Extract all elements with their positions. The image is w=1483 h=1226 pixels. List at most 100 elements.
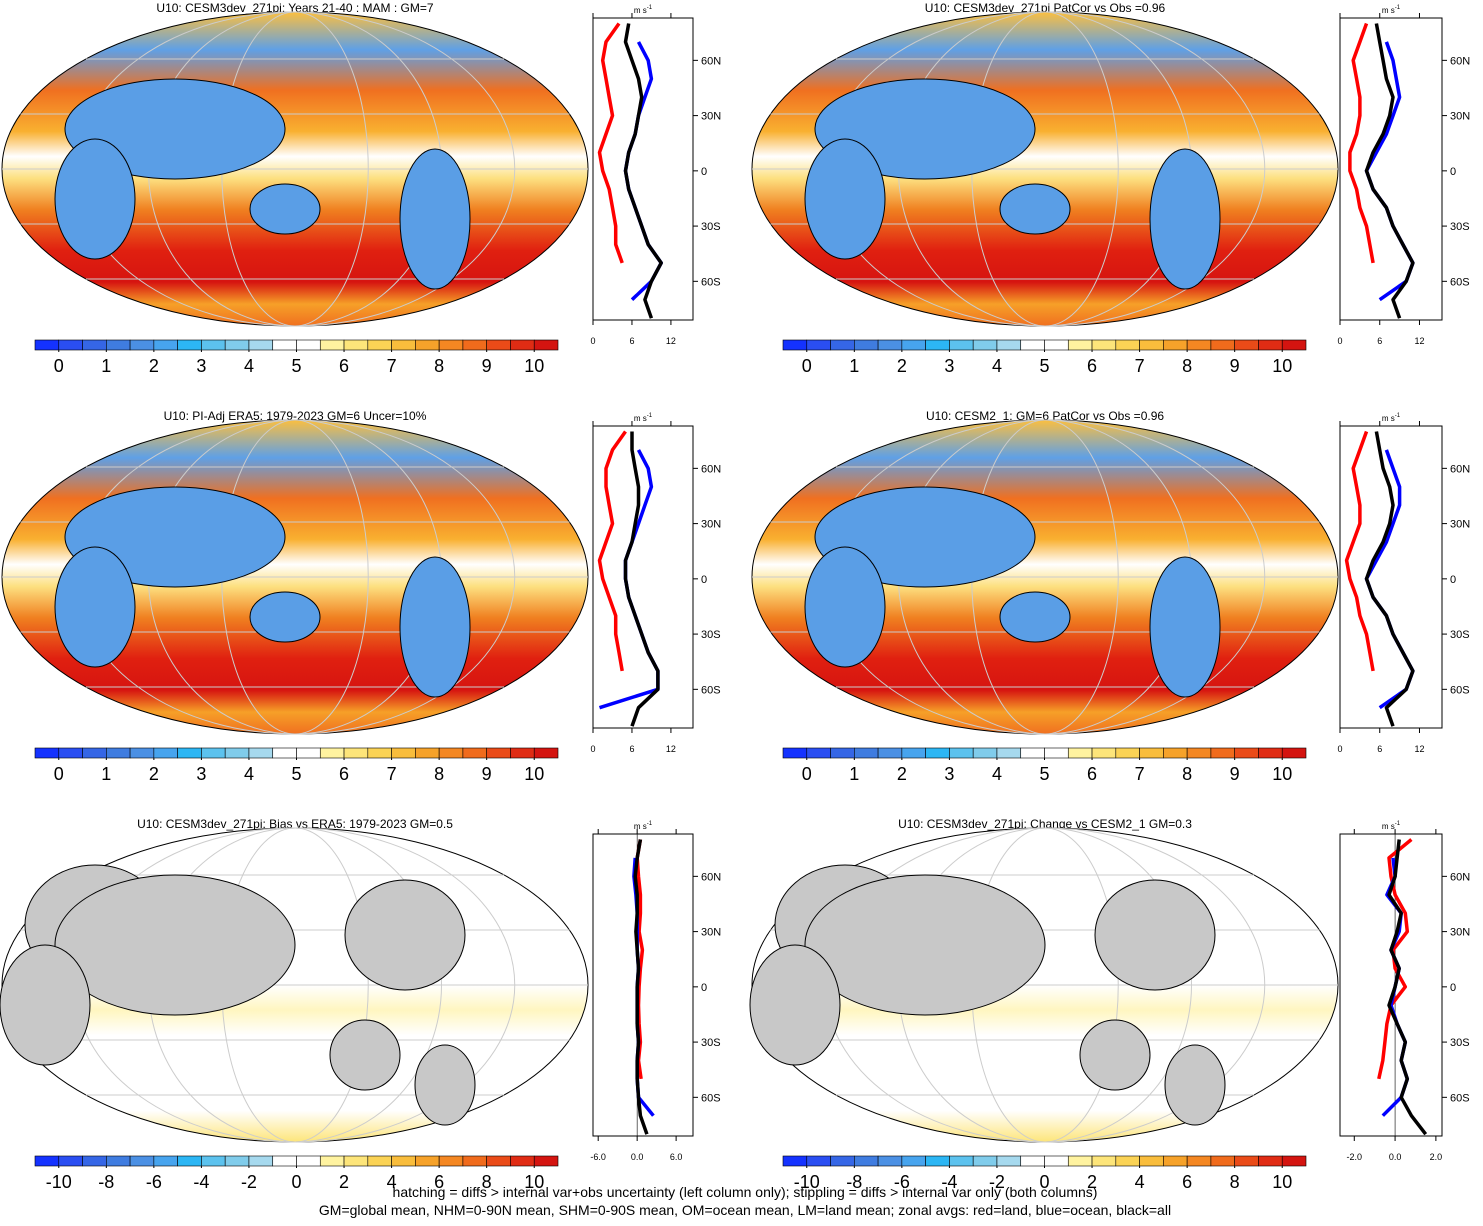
colorbar-box bbox=[177, 339, 202, 351]
x-tick-label: 6 bbox=[1377, 744, 1382, 754]
panel-title: U10: CESM3dev_271pi: Change vs CESM2_1 G… bbox=[898, 817, 1192, 831]
colorbar-box bbox=[1115, 747, 1140, 759]
map-land bbox=[804, 874, 1046, 1016]
colorbar-box bbox=[1044, 1155, 1069, 1167]
y-tick-label: 60N bbox=[1450, 55, 1470, 67]
colorbar-box bbox=[201, 1155, 226, 1167]
map-land bbox=[399, 556, 471, 698]
colorbar-box bbox=[972, 1155, 998, 1167]
colorbar-box bbox=[1163, 339, 1188, 351]
panel-title: U10: CESM3dev_271pi PatCor vs Obs =0.96 bbox=[925, 1, 1166, 15]
footer-line: hatching = diffs > internal var+obs unce… bbox=[393, 1184, 1098, 1200]
colorbar-box bbox=[153, 1155, 178, 1167]
colorbar-box bbox=[415, 339, 440, 351]
units-exp: -1 bbox=[647, 413, 653, 419]
colorbar-box bbox=[106, 747, 131, 759]
map-land bbox=[999, 591, 1071, 643]
zonal-line bbox=[1364, 23, 1415, 319]
map-land bbox=[329, 1019, 401, 1091]
y-tick-label: 60N bbox=[701, 871, 721, 883]
zonal-units: m s-1 bbox=[1382, 821, 1401, 831]
colorbar-box bbox=[486, 339, 511, 351]
map-land bbox=[749, 944, 841, 1066]
colorbar-label: 4 bbox=[992, 356, 1002, 376]
colorbar-box bbox=[1186, 339, 1212, 351]
colorbar-box bbox=[438, 339, 464, 351]
colorbar-box bbox=[1020, 339, 1045, 351]
colorbar-box bbox=[1163, 1155, 1188, 1167]
colorbar-label: 6 bbox=[1087, 356, 1097, 376]
footer-line: GM=global mean, NHM=0-90N mean, SHM=0-90… bbox=[319, 1202, 1171, 1218]
colorbar-box bbox=[248, 1155, 274, 1167]
x-tick-label: 12 bbox=[666, 744, 676, 754]
colorbar-box bbox=[901, 339, 926, 351]
colorbar-box bbox=[462, 1155, 487, 1167]
colorbar-label: 0 bbox=[802, 356, 812, 376]
map bbox=[1, 419, 589, 735]
colorbar-label: 9 bbox=[1230, 356, 1240, 376]
colorbar-box bbox=[1186, 747, 1212, 759]
zonal-frame bbox=[1339, 17, 1443, 321]
colorbar-box bbox=[1234, 1155, 1259, 1167]
units-base: m s bbox=[1382, 822, 1395, 831]
map-land bbox=[414, 1044, 476, 1126]
colorbar-box bbox=[510, 1155, 535, 1167]
colorbar-box bbox=[224, 1155, 250, 1167]
colorbar-box bbox=[34, 1155, 60, 1167]
colorbar-box bbox=[877, 747, 903, 759]
colorbar-box bbox=[201, 747, 226, 759]
colorbar-label: 10 bbox=[1272, 764, 1292, 784]
y-tick-label: 0 bbox=[1450, 166, 1456, 178]
colorbar-box bbox=[533, 1155, 559, 1167]
y-tick-label: 60N bbox=[701, 463, 721, 475]
colorbar-box bbox=[996, 747, 1022, 759]
colorbar-box bbox=[296, 339, 321, 351]
colorbar-box bbox=[1281, 747, 1307, 759]
colorbar-label: 1 bbox=[101, 764, 111, 784]
panel-title: U10: CESM3dev_271pi: Bias vs ERA5: 1979-… bbox=[137, 817, 453, 831]
y-tick-label: 30N bbox=[701, 927, 721, 939]
colorbar-label: 10 bbox=[524, 356, 544, 376]
colorbar-box bbox=[854, 1155, 879, 1167]
x-tick-label: 0 bbox=[590, 336, 595, 346]
y-tick-label: 60N bbox=[701, 55, 721, 67]
colorbar-box bbox=[248, 747, 274, 759]
y-tick-label: 30S bbox=[1450, 221, 1470, 233]
colorbar-box bbox=[391, 1155, 416, 1167]
colorbar-box bbox=[510, 747, 535, 759]
colorbar-box bbox=[1258, 747, 1283, 759]
x-tick-label: 12 bbox=[1414, 744, 1424, 754]
colorbar-box bbox=[1281, 339, 1307, 351]
map bbox=[749, 827, 1339, 1143]
colorbar-box bbox=[58, 1155, 83, 1167]
colorbar-box bbox=[415, 1155, 440, 1167]
colorbar-label: 0 bbox=[291, 1172, 301, 1192]
colorbar-box bbox=[58, 747, 83, 759]
colorbar-box bbox=[972, 747, 998, 759]
colorbar-label: 8 bbox=[1230, 1172, 1240, 1192]
panel-title: U10: PI-Adj ERA5: 1979-2023 GM=6 Uncer=1… bbox=[164, 409, 427, 423]
colorbar-label: 10 bbox=[524, 764, 544, 784]
x-tick-label: -2.0 bbox=[1347, 1152, 1363, 1162]
x-tick-label: 0.0 bbox=[631, 1152, 644, 1162]
y-tick-label: 30S bbox=[701, 1037, 721, 1049]
units-exp: -1 bbox=[647, 821, 653, 827]
colorbar-label: 7 bbox=[1135, 356, 1145, 376]
colorbar-box bbox=[806, 747, 831, 759]
y-tick-label: 0 bbox=[701, 574, 707, 586]
colorbar-box bbox=[224, 339, 250, 351]
colorbar-label: 5 bbox=[291, 764, 301, 784]
colorbar-box bbox=[1067, 339, 1093, 351]
colorbar-box bbox=[1210, 1155, 1235, 1167]
colorbar-box bbox=[129, 747, 155, 759]
colorbar-box bbox=[1281, 1155, 1307, 1167]
y-tick-label: 60N bbox=[1450, 871, 1470, 883]
units-base: m s bbox=[634, 414, 647, 423]
colorbar-box bbox=[82, 339, 107, 351]
x-tick-label: 0 bbox=[1337, 744, 1342, 754]
colorbar-label: 8 bbox=[434, 356, 444, 376]
map bbox=[0, 827, 589, 1143]
zonal-units: m s-1 bbox=[634, 821, 653, 831]
map-land bbox=[344, 879, 466, 991]
